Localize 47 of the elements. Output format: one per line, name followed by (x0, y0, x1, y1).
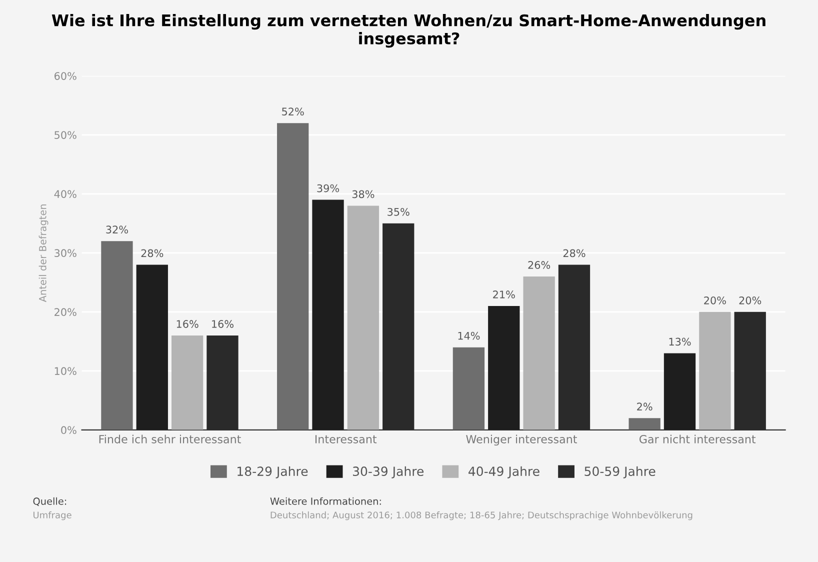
x-tick-label: Interessant (315, 435, 377, 444)
bar (101, 241, 133, 430)
y-tick-label: 60% (54, 72, 76, 80)
legend-label: 40-49 Jahre (468, 466, 540, 478)
legend-label: 18-29 Jahre (238, 466, 308, 478)
y-tick-label: 40% (54, 190, 76, 198)
data-label: 21% (493, 290, 515, 298)
text: Weitere Informationen: Deutschland; August 2016; 1.008 Befragte; 18-65 Jahre; Deutschsprachige Wohnbevölkerung (270, 497, 692, 520)
x-tick-label: Weniger interessant (466, 434, 577, 446)
y-tick-label: 0% (61, 426, 76, 434)
data-label: 16% (176, 320, 198, 328)
bar (628, 418, 660, 430)
y-tick-label: 20% (54, 308, 76, 316)
bar (277, 123, 309, 430)
bar (136, 264, 168, 430)
bar (488, 306, 520, 430)
data-label: 2% (637, 402, 652, 411)
data-label: 26% (528, 261, 550, 269)
chart-title: Wie ist Ihre Einstellung zum vernetzten Wohnen/zu Smart-Home-Anwendungen insgesamt? (52, 14, 766, 48)
data-label: 38% (352, 190, 374, 198)
data-label: 20% (739, 296, 762, 304)
bar (171, 336, 204, 430)
bar (699, 312, 731, 430)
y-tick-label: 10% (54, 367, 76, 376)
bar (347, 206, 380, 430)
data-label: 13% (669, 338, 691, 346)
bar (523, 276, 555, 430)
data-label: 14% (458, 332, 480, 340)
bar (312, 200, 344, 430)
bar (452, 347, 485, 430)
data-label: 28% (563, 249, 586, 258)
data-label: 16% (212, 320, 234, 328)
x-tick-label: Gar nicht interessant (639, 434, 756, 444)
data-label: 32% (106, 226, 128, 234)
y-tick-label: 50% (54, 131, 76, 139)
source-note: Quelle: Umfrage (33, 497, 72, 520)
data-label: 52% (282, 108, 304, 116)
y-tick-label: 30% (54, 249, 76, 258)
y-axis-title: Anteil der Befragten (38, 204, 48, 302)
legend-label: 50-59 Jahre (584, 466, 656, 478)
legend-label: 30-39 Jahre (353, 466, 424, 478)
bar (664, 353, 696, 430)
data-label: 28% (141, 249, 164, 258)
data-label: 35% (388, 208, 410, 216)
x-tick-label: Finde ich sehr interessant (99, 434, 241, 444)
data-label: 20% (704, 296, 726, 304)
data-label: 39% (317, 184, 340, 192)
